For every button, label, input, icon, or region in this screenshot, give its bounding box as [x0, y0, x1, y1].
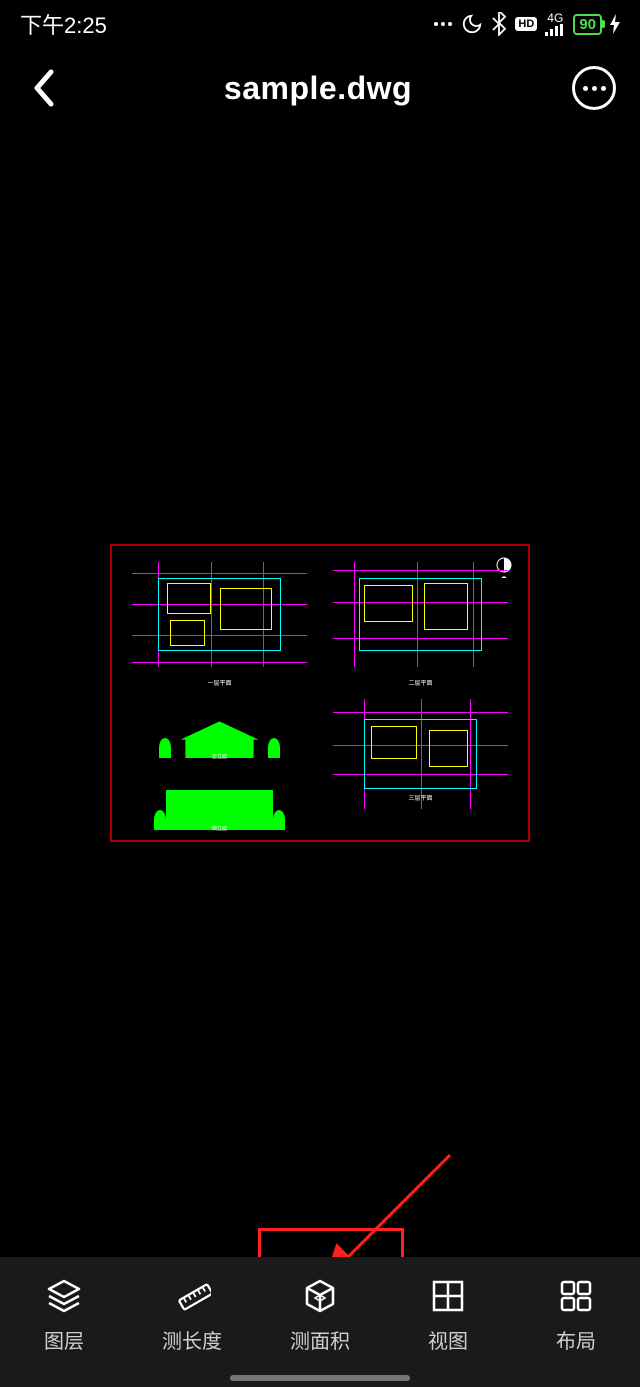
tool-layers-label: 图层	[44, 1325, 84, 1354]
plan1-label: 一层平面	[207, 678, 231, 687]
home-indicator[interactable]	[230, 1375, 410, 1381]
layout-icon	[557, 1277, 595, 1315]
network-icon: 4G	[545, 12, 565, 36]
elev2-label: 侧立面	[212, 825, 227, 832]
tool-measure-area-label: 测面积	[290, 1325, 350, 1354]
more-options-button[interactable]	[572, 66, 616, 110]
grid-icon	[429, 1277, 467, 1315]
drawing-canvas[interactable]: 一层平面 二层平面	[0, 128, 640, 1257]
floorplan-1: 一层平面	[122, 556, 317, 687]
tool-measure-length-label: 测长度	[162, 1325, 222, 1354]
elevation-2: 侧立面	[122, 764, 317, 830]
plan3-label: 三层平面	[408, 793, 432, 802]
tool-view-label: 视图	[428, 1325, 468, 1354]
more-dots-icon	[433, 21, 453, 27]
drawing-frame: 一层平面 二层平面	[110, 544, 530, 842]
tool-measure-length[interactable]: 测长度	[128, 1277, 256, 1354]
tool-layout-label: 布局	[556, 1325, 596, 1354]
tool-measure-area[interactable]: 测面积	[256, 1277, 384, 1354]
tool-view[interactable]: 视图	[384, 1277, 512, 1354]
status-bar: 下午2:25 HD 4G 90	[0, 0, 640, 48]
chevron-left-icon	[31, 68, 57, 108]
app-header: sample.dwg	[0, 48, 640, 128]
cube-icon	[301, 1277, 339, 1315]
dot-icon	[592, 86, 597, 91]
bottom-toolbar: 图层 测长度 测面积 视图 布局	[0, 1257, 640, 1387]
tool-layout[interactable]: 布局	[512, 1277, 640, 1354]
layers-icon	[45, 1277, 83, 1315]
battery-icon: 90	[573, 14, 602, 35]
hd-badge: HD	[515, 17, 537, 31]
ruler-icon	[173, 1277, 211, 1315]
floorplan-2: 二层平面	[323, 556, 518, 687]
elevation-1: 正立面	[122, 693, 317, 759]
status-right-icons: HD 4G 90	[433, 12, 620, 36]
dot-icon	[583, 86, 588, 91]
charging-icon	[610, 14, 620, 34]
plan2-label: 二层平面	[408, 678, 432, 687]
page-title: sample.dwg	[224, 70, 412, 107]
moon-icon	[461, 13, 483, 35]
drawing-content: 一层平面 二层平面	[122, 556, 518, 830]
status-time: 下午2:25	[20, 8, 107, 40]
back-button[interactable]	[24, 68, 64, 108]
tool-layers[interactable]: 图层	[0, 1277, 128, 1354]
floorplan-3: 三层平面	[323, 693, 518, 830]
elev1-label: 正立面	[212, 753, 227, 760]
dot-icon	[601, 86, 606, 91]
bluetooth-icon	[491, 12, 507, 36]
